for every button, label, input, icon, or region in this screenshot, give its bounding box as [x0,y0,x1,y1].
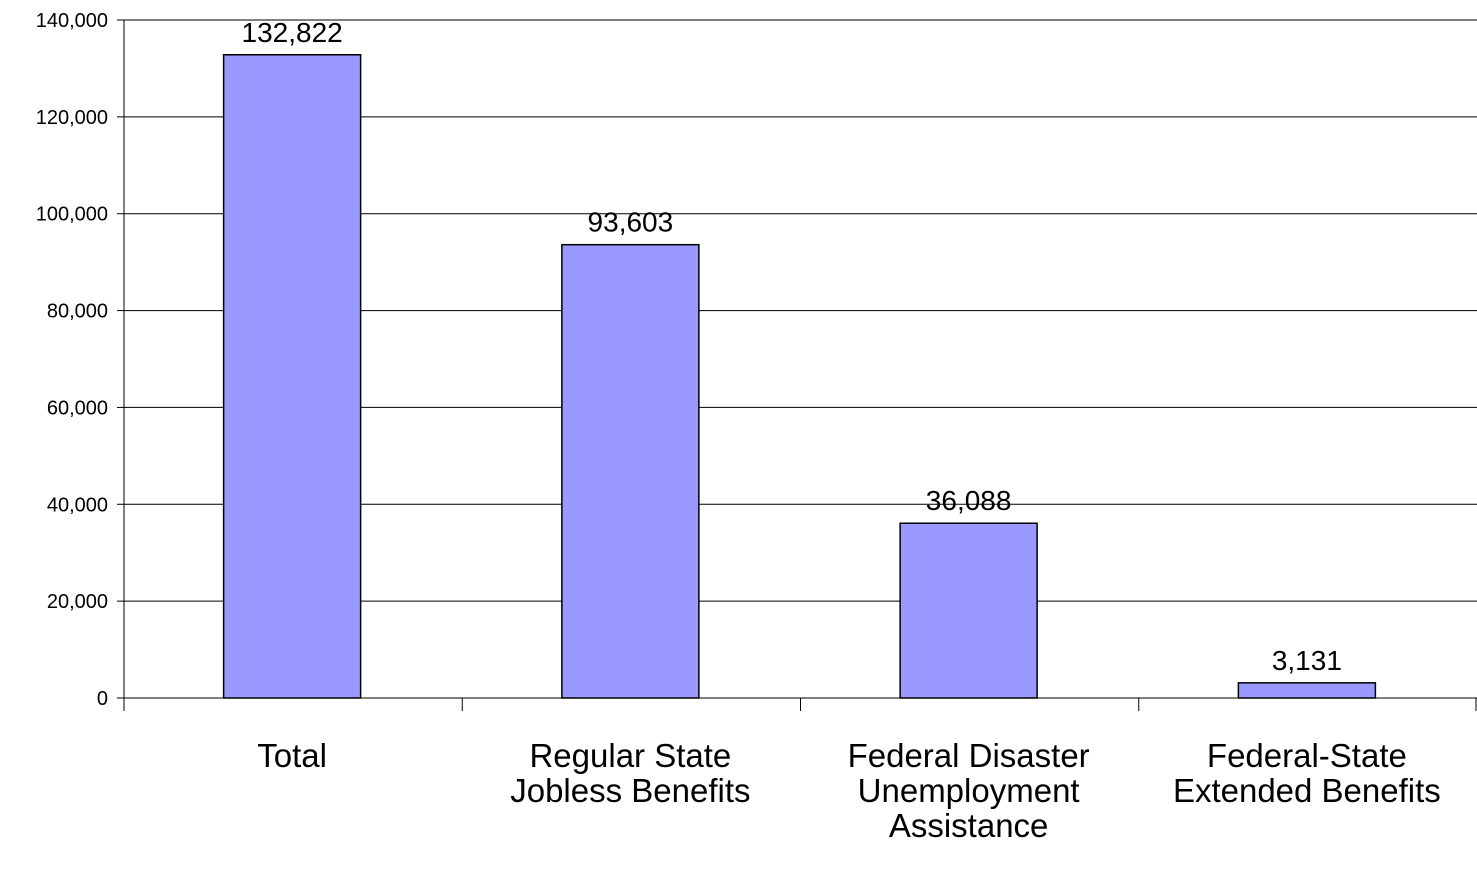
bar [222,54,362,699]
bar [899,522,1038,699]
data-label: 36,088 [926,485,1012,516]
data-label: 3,131 [1272,645,1342,676]
x-tick-label-line: Total [257,737,327,774]
bar [561,243,700,699]
y-tick-label: 40,000 [47,494,108,516]
y-tick-label: 120,000 [36,107,108,129]
axes [117,19,1477,711]
x-tick-label: Total [257,737,327,774]
data-label: 93,603 [588,207,674,238]
x-tick-label: Regular State Jobless Benefits [510,737,750,809]
x-tick-label-line: Federal Disaster [848,737,1090,774]
y-tick-label: 140,000 [36,10,108,32]
x-tick-label-line: Jobless Benefits [510,772,750,809]
y-tick-label: 80,000 [47,301,108,323]
x-tick-label-line: Regular State [529,737,731,774]
bar [1237,682,1377,699]
y-tick-label: 60,000 [47,397,108,419]
y-tick-label: 20,000 [47,591,108,613]
x-tick-label-line: Assistance [889,807,1049,844]
x-tick-label-line: Extended Benefits [1173,772,1441,809]
y-axis-tick-labels: 0 20,000 40,000 60,000 80,000 100,000 120,000 1… [36,10,108,710]
x-tick-label-line: Federal-State [1207,737,1407,774]
x-axis-tick-labels: Total Regular State Jobless Benefits Federa… [257,737,1441,844]
x-tick-label: Federal-State Extended Benefits [1173,737,1441,809]
data-labels: 132,822 93,603 36,088 3,131 [242,17,1342,676]
y-tick-label: 0 [97,688,108,710]
y-tick-label: 100,000 [36,204,108,226]
data-label: 132,822 [242,17,343,48]
x-tick-label: Federal Disaster Unemployment Assistance [848,737,1090,844]
x-tick-label-line: Unemployment [858,772,1080,809]
